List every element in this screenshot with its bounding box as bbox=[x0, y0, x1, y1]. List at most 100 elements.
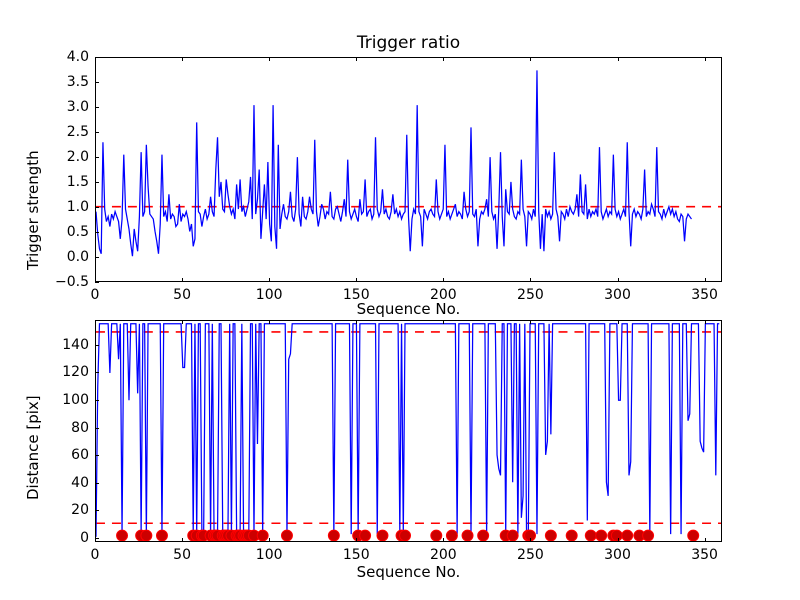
x-tick-label: 150 bbox=[342, 547, 370, 563]
y-tick-label: 120 bbox=[62, 364, 89, 381]
y-tick-label: 2.5 bbox=[66, 124, 89, 140]
y-tick-mark bbox=[95, 482, 99, 484]
marker-point bbox=[642, 529, 655, 541]
x-tick-label: 300 bbox=[604, 547, 631, 563]
x-tick-mark-top bbox=[95, 320, 96, 324]
marker-point bbox=[280, 529, 293, 541]
y-tick-label: 3.0 bbox=[66, 99, 89, 115]
x-tick-mark-top bbox=[269, 57, 271, 61]
x-tick-label: 200 bbox=[429, 547, 457, 563]
y-tick-label: 40 bbox=[71, 474, 89, 491]
y-tick-mark bbox=[95, 82, 99, 83]
y-tick-mark bbox=[95, 372, 99, 374]
marker-point bbox=[477, 529, 490, 541]
x-tick-mark-top bbox=[617, 320, 619, 324]
x-tick-mark bbox=[617, 278, 619, 282]
x-tick-mark-top bbox=[182, 320, 184, 324]
y-tick-mark bbox=[95, 107, 99, 108]
y-tick-mark bbox=[95, 232, 99, 233]
y-tick-label: 80 bbox=[71, 419, 89, 436]
x-tick-mark-top bbox=[530, 57, 532, 61]
data-series-0 bbox=[96, 323, 720, 537]
trigger-ratio-x-axis-label: Sequence No. bbox=[356, 300, 461, 318]
y-tick-mark bbox=[95, 132, 99, 133]
distance-line-svg bbox=[96, 323, 721, 541]
marker-point bbox=[140, 529, 153, 541]
x-tick-mark bbox=[704, 538, 706, 542]
x-tick-label: 200 bbox=[429, 287, 457, 303]
x-tick-mark bbox=[704, 278, 706, 282]
trigger-ratio-plot bbox=[95, 57, 722, 282]
x-tick-label: 250 bbox=[517, 547, 544, 563]
marker-point bbox=[116, 529, 129, 541]
marker-point bbox=[430, 529, 443, 541]
y-tick-label: 0 bbox=[80, 529, 89, 546]
marker-point bbox=[595, 529, 608, 541]
y-tick-mark bbox=[95, 207, 99, 208]
y-tick-label: 1.0 bbox=[66, 199, 89, 215]
rejected-sequence-markers bbox=[116, 529, 700, 541]
x-tick-mark-top bbox=[182, 57, 184, 61]
y-tick-label: 0.5 bbox=[66, 224, 89, 240]
y-tick-mark bbox=[95, 399, 99, 401]
x-tick-label: 250 bbox=[517, 287, 544, 303]
x-tick-mark-top bbox=[530, 320, 532, 324]
marker-point bbox=[376, 529, 389, 541]
x-tick-label: 300 bbox=[604, 287, 631, 303]
marker-point bbox=[461, 529, 474, 541]
x-tick-label: 100 bbox=[255, 287, 283, 303]
x-tick-mark bbox=[356, 538, 358, 542]
y-tick-label: 4.0 bbox=[66, 49, 89, 65]
marker-point bbox=[687, 529, 700, 541]
x-tick-mark bbox=[95, 278, 96, 282]
y-tick-label: 20 bbox=[71, 502, 89, 519]
y-tick-mark bbox=[95, 427, 99, 429]
x-tick-mark-top bbox=[704, 320, 706, 324]
marker-point bbox=[565, 529, 578, 541]
x-tick-mark bbox=[269, 538, 271, 542]
x-tick-mark bbox=[443, 538, 445, 542]
x-tick-mark bbox=[182, 278, 184, 282]
marker-point bbox=[506, 529, 519, 541]
y-tick-label: 100 bbox=[62, 391, 89, 408]
distance-plot bbox=[95, 320, 722, 542]
x-tick-mark bbox=[95, 538, 96, 542]
x-tick-label: 0 bbox=[90, 547, 100, 563]
x-tick-mark-top bbox=[356, 57, 358, 61]
x-tick-mark bbox=[443, 278, 445, 282]
x-tick-mark bbox=[530, 538, 532, 542]
marker-point bbox=[399, 529, 412, 541]
x-tick-mark-top bbox=[356, 320, 358, 324]
x-tick-mark-top bbox=[617, 57, 619, 61]
x-tick-mark bbox=[356, 278, 358, 282]
x-tick-label: 150 bbox=[342, 287, 370, 303]
marker-point bbox=[155, 529, 168, 541]
trigger-ratio-line-svg bbox=[96, 70, 721, 257]
marker-point bbox=[524, 529, 537, 541]
distance-x-axis-label: Sequence No. bbox=[356, 563, 461, 581]
y-tick-mark bbox=[95, 157, 99, 158]
x-tick-mark bbox=[269, 278, 271, 282]
y-tick-mark bbox=[95, 182, 99, 183]
x-tick-label: 350 bbox=[691, 547, 718, 563]
x-tick-label: 0 bbox=[90, 287, 100, 303]
x-tick-label: 100 bbox=[255, 547, 283, 563]
marker-point bbox=[327, 529, 340, 541]
y-tick-label: 1.5 bbox=[66, 174, 89, 190]
marker-point bbox=[584, 529, 597, 541]
x-tick-mark-top bbox=[443, 320, 445, 324]
x-tick-mark-top bbox=[704, 57, 706, 61]
marker-point bbox=[544, 529, 557, 541]
marker-point bbox=[256, 529, 269, 541]
y-tick-label: 2.0 bbox=[66, 149, 89, 165]
x-tick-label: 350 bbox=[691, 287, 718, 303]
y-tick-label: −0.5 bbox=[55, 274, 89, 290]
y-tick-mark bbox=[95, 57, 99, 58]
y-tick-label: 3.5 bbox=[66, 74, 89, 90]
y-tick-mark bbox=[95, 344, 99, 346]
x-tick-label: 50 bbox=[173, 287, 191, 303]
y-tick-label: 60 bbox=[71, 447, 89, 464]
x-tick-mark-top bbox=[95, 57, 96, 61]
x-tick-mark bbox=[182, 538, 184, 542]
x-tick-label: 50 bbox=[173, 547, 191, 563]
